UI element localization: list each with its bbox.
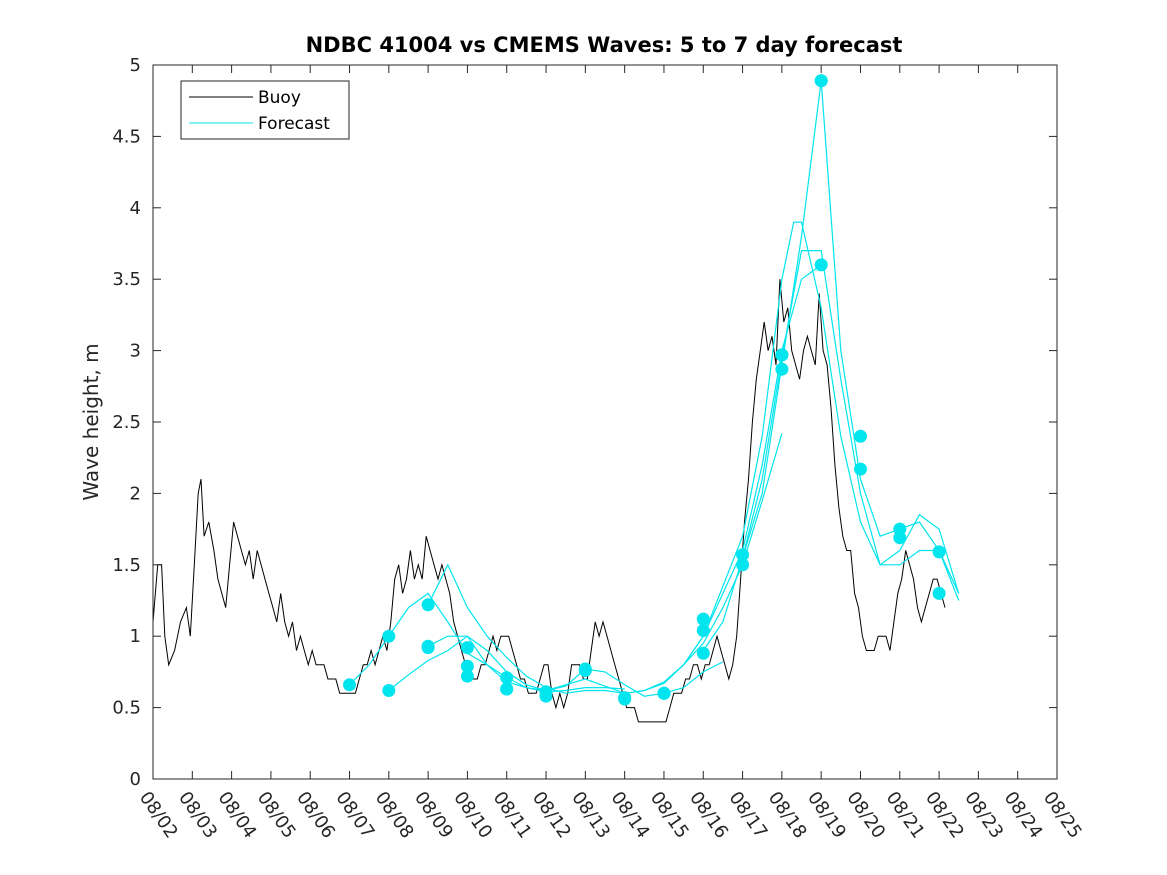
y-tick-label: 2	[130, 483, 141, 504]
legend-label-forecast: Forecast	[258, 114, 330, 134]
forecast-marker-5-1	[775, 348, 789, 362]
y-tick-label: 5	[130, 55, 141, 76]
forecast-marker-2-3	[460, 641, 474, 655]
x-tick-label: 08/12	[528, 788, 575, 843]
forecast-marker-3-3	[539, 685, 553, 699]
x-tick-label: 08/04	[214, 788, 261, 843]
legend-box	[180, 80, 350, 140]
x-tick-label: 08/19	[803, 788, 850, 843]
x-tick-label: 08/24	[1000, 788, 1047, 843]
y-tick-label: 1	[130, 626, 141, 647]
x-tick-label: 08/06	[292, 788, 339, 843]
x-tick-label: 08/09	[410, 788, 457, 843]
chart-title: NDBC 41004 vs CMEMS Waves: 5 to 7 day fo…	[306, 33, 903, 57]
y-tick-label: 3	[130, 341, 141, 362]
forecast-run-line-6	[702, 250, 960, 651]
x-tick-label: 08/08	[371, 788, 418, 843]
y-tick-label: 4	[130, 198, 141, 219]
x-tick-label: 08/25	[1039, 788, 1086, 843]
forecast-marker-3-9	[814, 258, 828, 272]
y-tick-label: 0	[130, 769, 141, 790]
legend-label-buoy: Buoy	[258, 88, 301, 108]
y-tick-label: 0.5	[112, 698, 141, 719]
forecast-marker-1-5	[500, 671, 514, 685]
x-tick-label: 08/02	[135, 788, 182, 843]
forecast-marker-4-9	[932, 545, 946, 559]
x-tick-label: 08/13	[567, 788, 614, 843]
forecast-marker-4-4	[736, 548, 750, 562]
x-tick-label: 08/20	[842, 788, 889, 843]
forecast-marker-4-2	[657, 686, 671, 700]
forecast-marker-2-6	[578, 662, 592, 676]
forecast-marker-4-7	[854, 429, 867, 443]
forecast-marker-2-9	[696, 646, 710, 660]
x-tick-label: 08/14	[607, 788, 654, 843]
x-tick-label: 08/17	[724, 788, 771, 843]
forecast-marker-3-7	[736, 558, 750, 572]
forecast-marker-3-2	[500, 682, 514, 696]
y-tick-label: 4.5	[112, 126, 141, 147]
x-tick-label: 08/15	[646, 788, 693, 843]
y-tick-label: 1.5	[112, 555, 141, 576]
forecast-marker-2-2	[421, 641, 435, 655]
forecast-marker-4-3	[696, 612, 710, 626]
x-tick-label: 08/23	[960, 788, 1007, 843]
forecast-run-line-5	[742, 80, 960, 601]
y-tick-label: 2.5	[112, 412, 141, 433]
forecast-marker-3-6	[696, 624, 710, 637]
forecast-marker-4-1	[421, 598, 435, 612]
forecast-run-line-4	[427, 221, 960, 694]
y-tick-label: 3.5	[112, 269, 141, 290]
x-tick-label: 08/22	[921, 788, 968, 843]
x-tick-label: 08/21	[882, 788, 929, 843]
forecast-marker-1-1	[343, 678, 356, 692]
plot-area	[152, 74, 960, 723]
forecast-run-line-1	[349, 592, 625, 693]
x-tick-label: 08/05	[253, 788, 300, 843]
forecast-marker-1-4	[460, 659, 474, 673]
forecast-marker-5-5	[932, 586, 946, 600]
x-tick-label: 08/10	[449, 788, 496, 843]
forecast-marker-5-4	[893, 531, 907, 545]
forecast-marker-5-2	[814, 74, 828, 88]
forecast-marker-2-1	[382, 684, 396, 697]
x-tick-label: 08/11	[489, 788, 536, 843]
axes: 00.511.522.533.544.5508/0208/0308/0408/0…	[112, 55, 1086, 842]
forecast-run-line-7	[683, 433, 783, 666]
x-tick-label: 08/03	[174, 788, 221, 843]
forecast-marker-5-3	[854, 462, 867, 476]
forecast-marker-3-8	[775, 362, 789, 376]
forecast-marker-3-4	[618, 691, 632, 705]
y-axis-label: Wave height, m	[79, 343, 103, 500]
buoy-series-line	[152, 279, 946, 723]
forecast-marker-3-1	[460, 669, 474, 683]
legend: Buoy Forecast	[180, 80, 350, 140]
x-tick-label: 08/16	[685, 788, 732, 843]
x-tick-label: 08/07	[331, 788, 378, 843]
x-tick-label: 08/18	[764, 788, 811, 843]
forecast-marker-1-2	[382, 629, 396, 643]
